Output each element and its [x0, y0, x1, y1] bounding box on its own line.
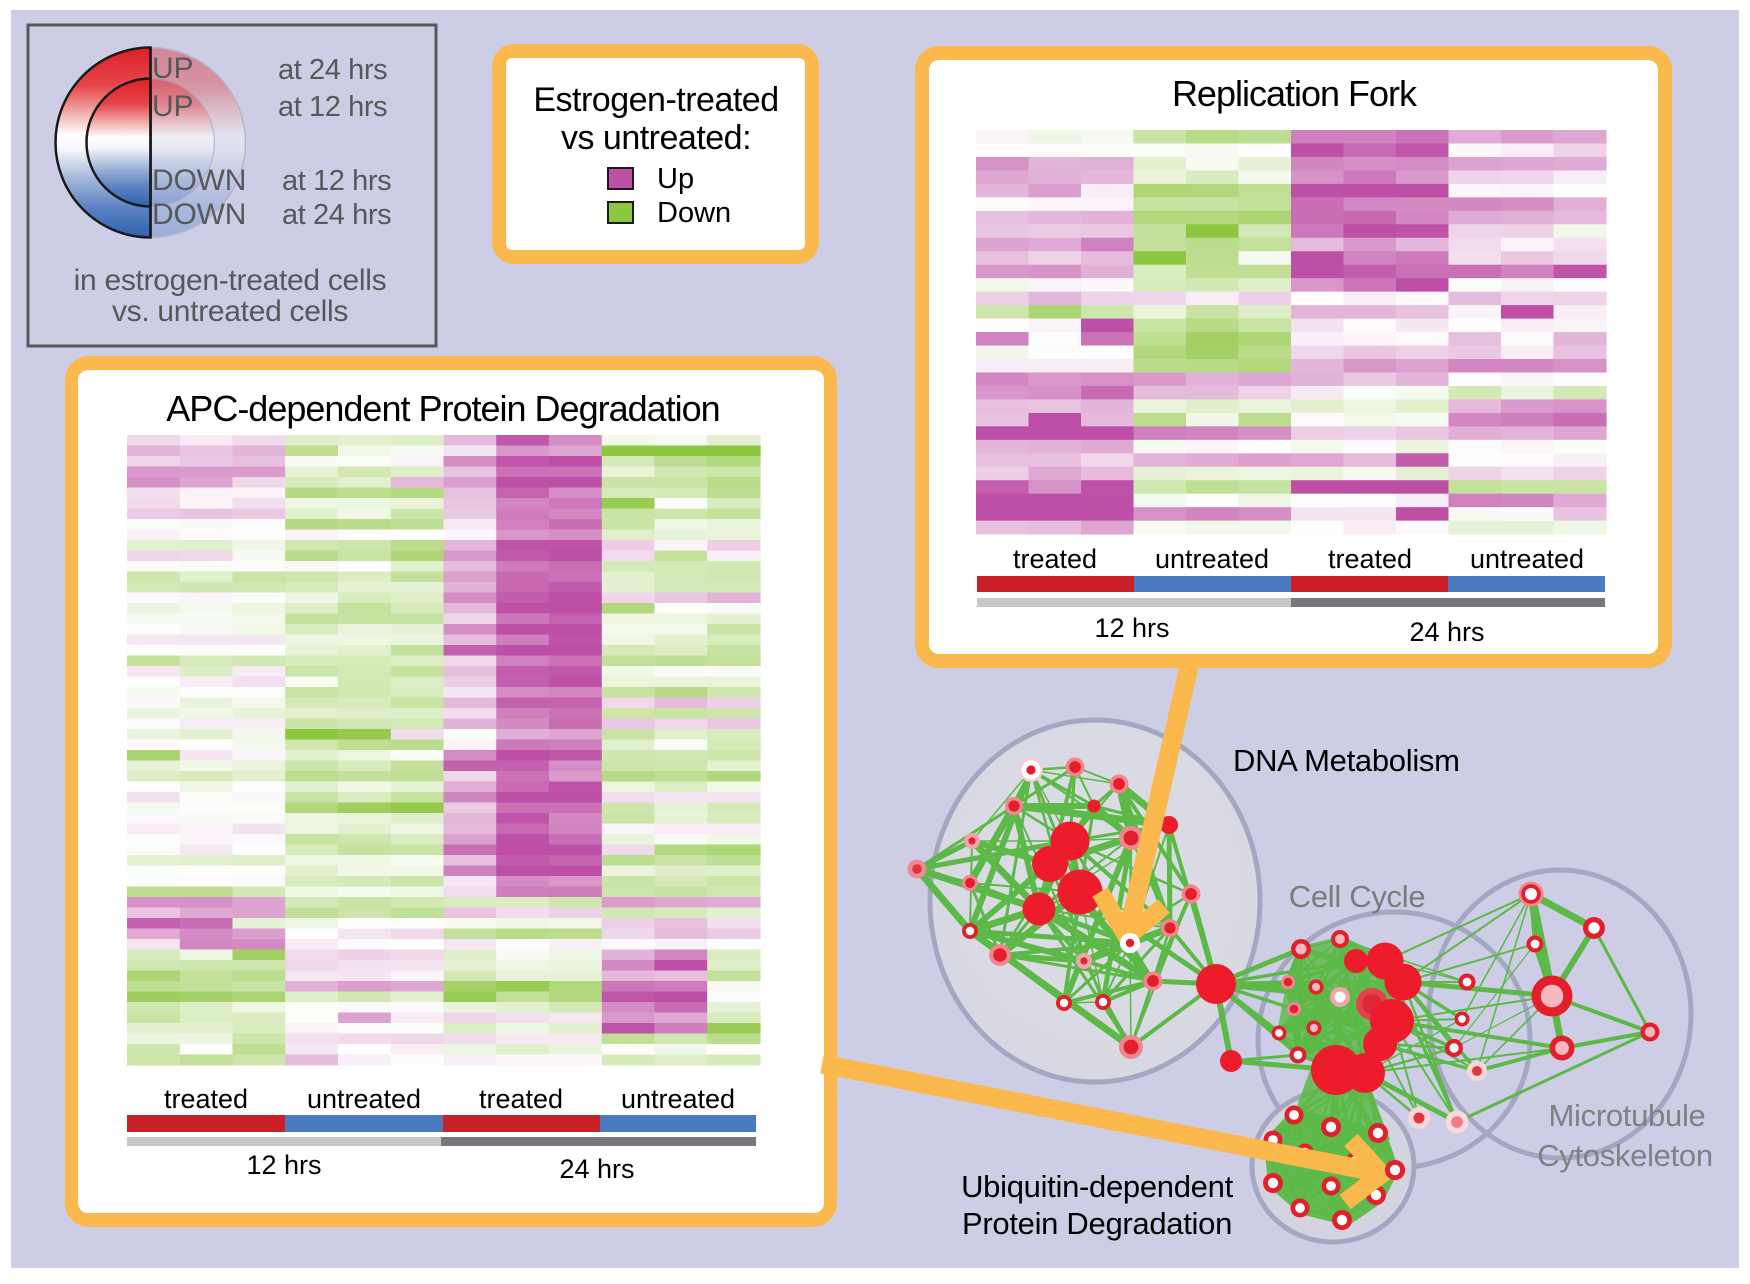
svg-text:in estrogen-treated cells: in estrogen-treated cells	[74, 264, 387, 297]
svg-text:Replication Fork: Replication Fork	[1172, 73, 1418, 114]
svg-text:untreated: untreated	[1155, 544, 1269, 574]
svg-text:Down: Down	[657, 197, 731, 229]
svg-text:DNA Metabolism: DNA Metabolism	[1233, 743, 1460, 778]
svg-text:Estrogen-treated: Estrogen-treated	[533, 81, 778, 119]
svg-text:untreated: untreated	[1470, 544, 1584, 574]
svg-text:Microtubule: Microtubule	[1549, 1098, 1706, 1133]
svg-text:Cytoskeleton: Cytoskeleton	[1537, 1138, 1713, 1173]
svg-text:APC-dependent Protein Degradat: APC-dependent Protein Degradation	[166, 388, 719, 429]
svg-text:vs untreated:: vs untreated:	[561, 119, 751, 157]
svg-text:untreated: untreated	[621, 1084, 735, 1114]
svg-text:Protein Degradation: Protein Degradation	[962, 1206, 1232, 1241]
svg-text:treated: treated	[164, 1084, 248, 1114]
svg-text:at 12 hrs: at 12 hrs	[282, 165, 391, 197]
svg-text:12 hrs: 12 hrs	[246, 1150, 321, 1180]
svg-text:treated: treated	[1328, 544, 1412, 574]
svg-text:untreated: untreated	[307, 1084, 421, 1114]
svg-text:DOWN: DOWN	[152, 198, 246, 231]
svg-text:Ubiquitin-dependent: Ubiquitin-dependent	[961, 1169, 1233, 1204]
svg-text:vs. untreated cells: vs. untreated cells	[112, 295, 348, 328]
svg-text:UP: UP	[152, 52, 193, 85]
svg-text:24 hrs: 24 hrs	[1409, 617, 1484, 647]
svg-text:24 hrs: 24 hrs	[559, 1154, 634, 1184]
svg-text:at 24 hrs: at 24 hrs	[278, 54, 387, 86]
svg-text:treated: treated	[1013, 544, 1097, 574]
svg-text:treated: treated	[479, 1084, 563, 1114]
svg-text:at 12 hrs: at 12 hrs	[278, 91, 387, 123]
svg-text:UP: UP	[152, 90, 193, 123]
svg-text:Up: Up	[657, 163, 694, 195]
svg-text:at 24 hrs: at 24 hrs	[282, 199, 391, 231]
svg-text:DOWN: DOWN	[152, 164, 246, 197]
svg-text:12 hrs: 12 hrs	[1094, 613, 1169, 643]
svg-text:Cell Cycle: Cell Cycle	[1289, 879, 1426, 914]
